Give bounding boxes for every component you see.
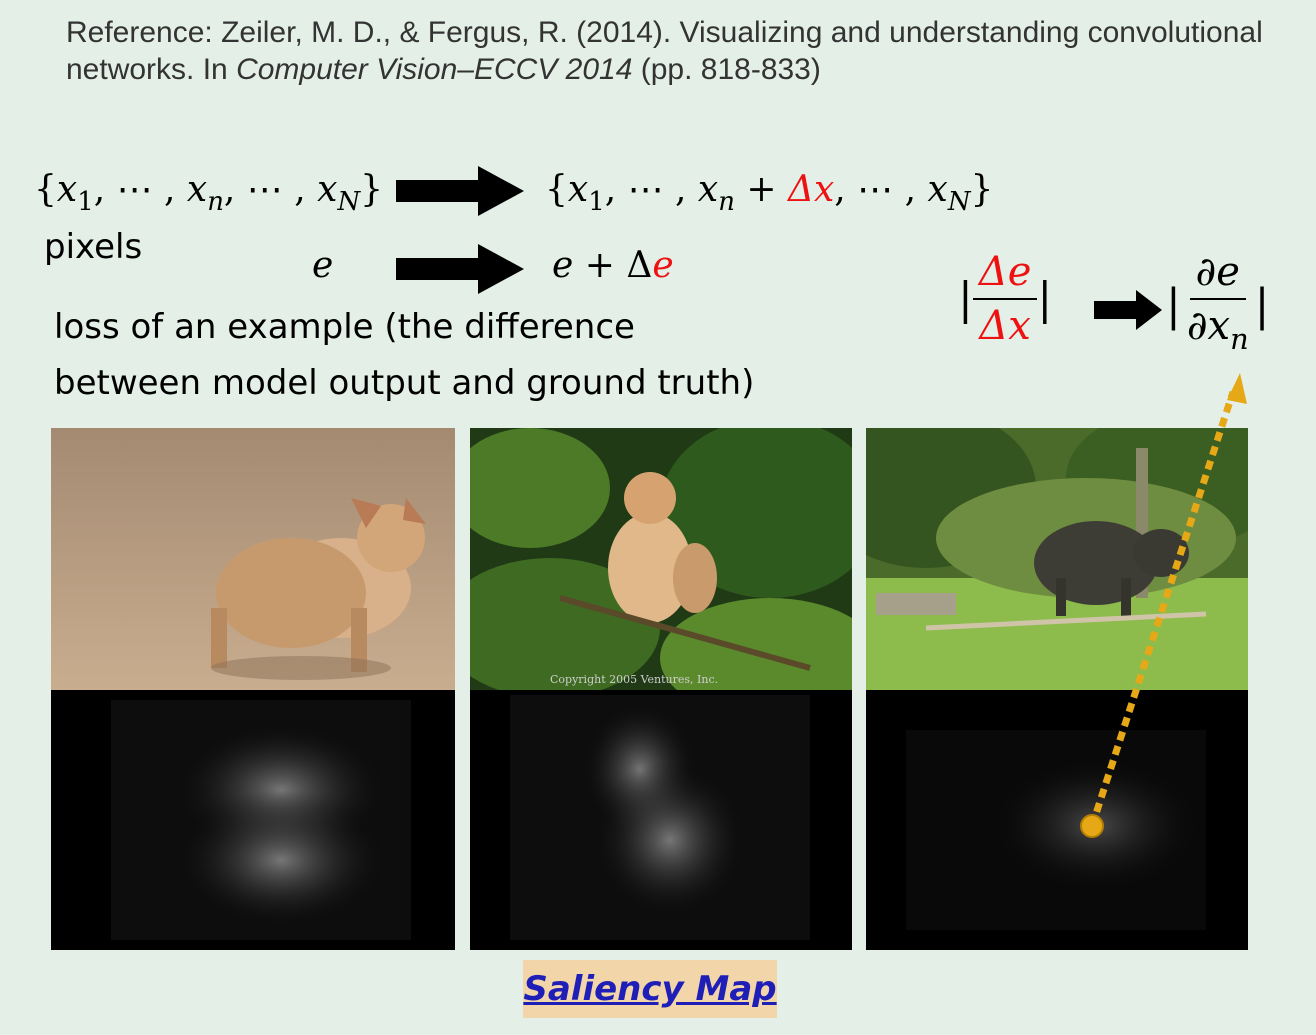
buffalo-photo: [866, 428, 1248, 690]
selected-pixel-dot: [1080, 814, 1104, 838]
arrow-right-icon: [1094, 290, 1164, 330]
delta-x: Δx: [787, 169, 835, 210]
monkey-photo: Copyright 2005 Ventures, Inc.: [470, 428, 852, 690]
reference-prefix: Reference: Zeiler, M. D., & Fergus, R. (…: [66, 16, 1263, 86]
pixel-set: {x1, ⋯ , xn, ⋯ , xN}: [34, 169, 384, 218]
arrow-right-icon: [396, 166, 526, 216]
saliency-map-badge: Saliency Map: [523, 960, 777, 1018]
perturbed-pixel-set: {x1, ⋯ , xn + Δx, ⋯ , xN}: [545, 169, 994, 218]
pixels-label: pixels: [44, 227, 143, 267]
puppy-photo: [51, 428, 455, 690]
puppy-saliency-map: [51, 690, 455, 950]
partial-derivative: | ∂e ∂xn |: [1166, 246, 1269, 365]
loss-description-line1: loss of an example (the difference: [54, 307, 635, 347]
arrow-right-icon: [396, 244, 526, 294]
saliency-map-label: Saliency Map: [523, 969, 777, 1009]
watermark-text: Copyright 2005 Ventures, Inc.: [550, 673, 718, 686]
reference-pages: (pp. 818-833): [632, 53, 821, 86]
arrow-head-icon: [1227, 373, 1247, 404]
monkey-saliency-map: [470, 690, 852, 950]
finite-difference-ratio: | Δe Δx |: [958, 246, 1052, 352]
perturbed-loss: e + Δe: [552, 245, 674, 286]
reference-citation: Reference: Zeiler, M. D., & Fergus, R. (…: [66, 14, 1286, 88]
reference-venue: Computer Vision–ECCV 2014: [236, 53, 633, 86]
loss-e: e: [312, 245, 334, 286]
loss-description-line2: between model output and ground truth): [54, 363, 755, 403]
